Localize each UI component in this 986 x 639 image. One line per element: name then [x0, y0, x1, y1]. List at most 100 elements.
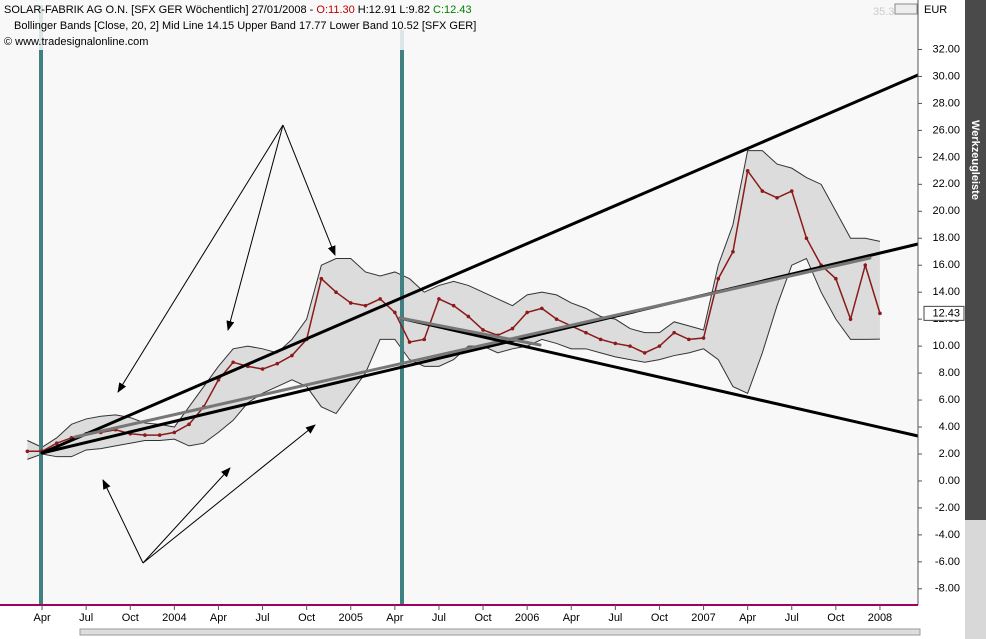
price-point	[554, 317, 559, 321]
price-point	[642, 351, 647, 355]
y-axis-area	[918, 0, 965, 605]
trend-lines	[40, 73, 920, 455]
y-tick-label: 16.00	[932, 259, 960, 271]
header-bg	[0, 0, 918, 50]
y-tick-label: -8.00	[935, 583, 960, 595]
y-tick-label: 2.00	[939, 448, 960, 460]
price-point	[731, 249, 735, 254]
header-instrument: SOLAR-FABRIK AG O.N. [SFX GER Wöchentlic…	[4, 4, 472, 16]
price-point	[598, 337, 603, 342]
indicator-label: Bollinger Bands [Close, 20, 2] Mid Line …	[14, 20, 476, 32]
price-point	[525, 310, 529, 315]
y-tick-label: -6.00	[935, 556, 960, 568]
x-tick-label: Oct	[298, 612, 315, 624]
price-point	[363, 303, 368, 308]
y-tick-label: 28.00	[932, 97, 960, 109]
price-point	[216, 378, 221, 382]
toolbar-label: Werkzeugleiste	[969, 120, 981, 200]
price-point	[745, 169, 750, 173]
price-point	[172, 430, 177, 435]
price-point	[319, 276, 324, 281]
price-point	[231, 360, 235, 365]
y-tick-label: 26.00	[932, 124, 960, 136]
y-tick-label: 4.00	[939, 421, 960, 433]
price-point	[716, 276, 721, 281]
price-point	[466, 314, 471, 319]
arrow	[117, 124, 284, 393]
price-point	[775, 196, 779, 200]
x-tick-label: Oct	[474, 612, 491, 624]
price-point	[613, 341, 618, 346]
price-point	[687, 337, 691, 342]
x-tick-label: 2006	[515, 612, 539, 624]
price-point	[584, 330, 588, 335]
y-tick-label: 14.00	[932, 286, 960, 298]
price-point	[260, 367, 265, 371]
window-buttons[interactable]	[894, 3, 918, 15]
arrow	[282, 124, 336, 256]
price-point	[25, 449, 30, 454]
last-price-box	[923, 305, 965, 321]
toolbar-icons[interactable]	[965, 520, 986, 639]
price-point	[348, 301, 353, 305]
price-point	[510, 326, 515, 331]
price-point	[54, 441, 59, 446]
y-tick-label: 24.00	[932, 151, 960, 163]
x-tick-label: Apr	[210, 612, 227, 624]
price-point	[760, 189, 765, 193]
y-tick-label: 8.00	[939, 367, 960, 379]
price-point	[863, 263, 868, 268]
y-tick-label: 30.00	[932, 70, 960, 82]
price-point	[848, 317, 853, 321]
x-tick-label: Apr	[739, 612, 756, 624]
scrollbar[interactable]	[79, 628, 921, 636]
x-tick-label: 2005	[339, 612, 363, 624]
price-point	[275, 361, 280, 366]
x-tick-label: Oct	[122, 612, 139, 624]
last-price-label: 12.43	[932, 307, 960, 319]
top-value: 35.3	[873, 6, 894, 18]
price-point	[804, 236, 809, 241]
price-point	[143, 433, 147, 437]
y-tick-label: -2.00	[935, 502, 960, 514]
price-point	[437, 297, 441, 301]
price-point	[334, 290, 338, 294]
trend-line	[398, 316, 542, 347]
trend-line	[398, 316, 920, 438]
band-line	[27, 257, 880, 460]
arrow	[102, 479, 144, 564]
price-point	[628, 344, 632, 348]
y-tick-label: 10.00	[932, 340, 960, 352]
arrow	[142, 424, 316, 564]
price-point	[878, 311, 882, 316]
price-point	[187, 422, 191, 427]
close: C:12.43	[433, 4, 472, 16]
y-tick-label: 6.00	[939, 394, 960, 406]
arrows	[102, 124, 336, 564]
price-point	[407, 340, 412, 344]
price-point	[540, 306, 544, 311]
x-tick-label: Apr	[563, 612, 580, 624]
arrow	[226, 124, 284, 331]
price-point	[657, 344, 662, 348]
open: O:11.30	[316, 4, 354, 16]
y-tick-label: 0.00	[939, 475, 960, 487]
high-low: H:12.91 L:9.82	[358, 4, 430, 16]
price-point	[481, 328, 485, 332]
y-tick-label: 22.00	[932, 178, 960, 190]
x-tick-label: 2004	[162, 612, 186, 624]
price-point	[378, 297, 382, 301]
x-tick-label: Jul	[608, 612, 622, 624]
source: © www.tradesignalonline.com	[4, 36, 148, 48]
y-tick-label: -4.00	[935, 529, 960, 541]
price-point	[451, 303, 456, 308]
currency: EUR	[924, 4, 947, 16]
instrument: SOLAR-FABRIK AG O.N. [SFX GER Wöchentlic…	[4, 4, 314, 16]
x-tick-label: Jul	[785, 612, 799, 624]
price-point	[157, 433, 162, 437]
x-tick-label: Jul	[432, 612, 446, 624]
trend-line	[40, 73, 920, 455]
price-point	[672, 330, 676, 335]
